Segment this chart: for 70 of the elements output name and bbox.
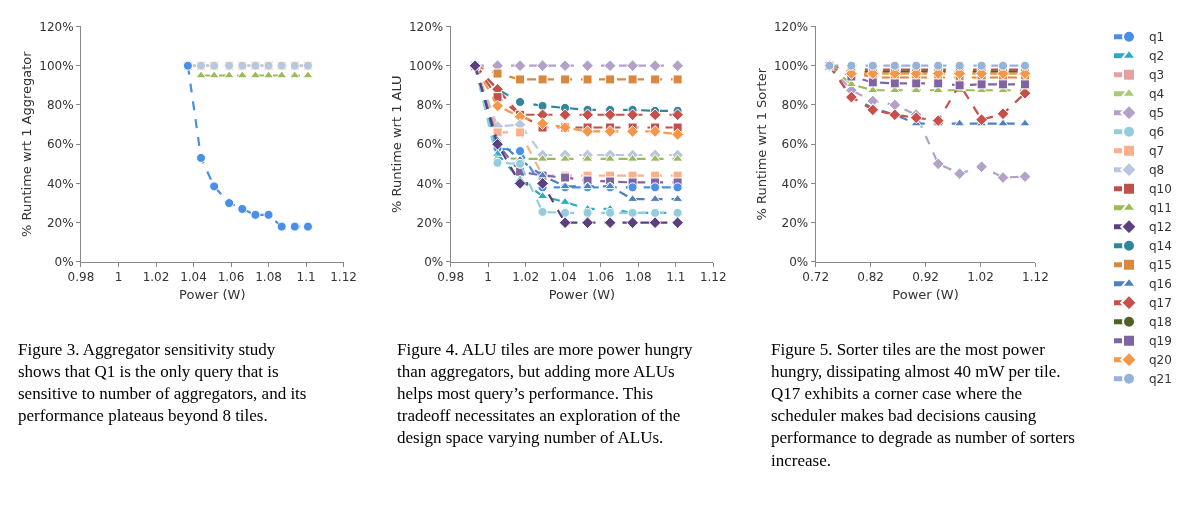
x-tick-label: 0.98 — [437, 270, 465, 285]
x-tick-label: 1.02 — [967, 270, 994, 285]
y-tick-label: 40% — [781, 176, 809, 191]
y-tick-label: 80% — [46, 98, 74, 113]
y-tick-label: 20% — [416, 215, 444, 230]
x-tick-label: 1.02 — [142, 270, 170, 285]
y-tick-label: 40% — [46, 176, 74, 191]
x-tick-label: 1.08 — [624, 270, 652, 285]
legend-label: q12 — [1149, 220, 1172, 235]
legend-label: q16 — [1149, 277, 1172, 292]
y-tick-label: 60% — [416, 137, 444, 152]
x-tick-label: 0.72 — [802, 270, 830, 285]
x-tick-label: 1.06 — [217, 270, 245, 285]
legend-label: q4 — [1149, 87, 1165, 102]
legend-label: q21 — [1149, 372, 1172, 387]
y-axis-title: % Runtime wrt 1 Sorter — [753, 67, 769, 221]
x-tick-label: 1 — [114, 270, 123, 285]
legend-label: q20 — [1149, 353, 1172, 368]
x-tick-label: 1.04 — [549, 270, 577, 285]
y-tick-label: 0% — [789, 255, 809, 270]
x-tick-label: 1.12 — [330, 270, 357, 285]
y-tick-label: 20% — [781, 215, 809, 230]
y-tick-label: 60% — [46, 137, 74, 152]
y-tick-label: 60% — [781, 137, 809, 152]
x-tick-label: 1.02 — [512, 270, 540, 285]
legend-label: q15 — [1149, 258, 1172, 273]
x-tick-label: 1.12 — [1022, 270, 1049, 285]
y-tick-label: 0% — [54, 255, 74, 270]
x-axis-title: Power (W) — [548, 286, 616, 302]
y-tick-label: 120% — [39, 19, 74, 34]
legend-label: q8 — [1149, 163, 1165, 178]
x-tick-label: 0.92 — [912, 270, 939, 285]
y-tick-label: 40% — [416, 176, 444, 191]
legend-label: q14 — [1149, 239, 1172, 254]
y-tick-label: 80% — [416, 98, 444, 113]
y-tick-label: 0% — [424, 255, 444, 270]
legend-label: q11 — [1149, 201, 1172, 216]
y-tick-label: 120% — [408, 19, 444, 34]
x-tick-label: 0.82 — [857, 270, 884, 285]
x-tick-label: 1.1 — [666, 270, 686, 285]
y-tick-label: 120% — [773, 19, 809, 34]
legend-label: q6 — [1149, 125, 1165, 140]
x-tick-label: 1.08 — [255, 270, 282, 285]
legend-label: q1 — [1149, 30, 1165, 45]
x-tick-label: 0.98 — [67, 270, 95, 285]
x-tick-label: 1.06 — [587, 270, 615, 285]
y-axis-title: % Runtime wrt 1 Aggregator — [19, 50, 35, 237]
legend-label: q18 — [1149, 315, 1172, 330]
caption: Figure 4. ALU tiles are more power hungry than aggregators, but adding more ALUs helps most query’s performance. This tradeoff necessitates an exploration of the design space varying number of ALUs. — [397, 340, 694, 448]
legend-label: q10 — [1149, 182, 1172, 197]
y-axis-title: % Runtime wrt 1 ALU — [388, 75, 404, 213]
x-tick-label: 1.12 — [699, 270, 727, 285]
x-axis-title: Power (W) — [892, 286, 959, 302]
legend-label: q2 — [1149, 49, 1165, 64]
x-tick-label: 1.1 — [296, 270, 316, 285]
legend-label: q17 — [1149, 296, 1172, 311]
y-tick-label: 100% — [408, 58, 444, 73]
x-tick-label: 1 — [484, 270, 492, 285]
caption: Figure 5. Sorter tiles are the most power hungry, dissipating almost 40 mW per tile. Q17 exhibits a corner case where the scheduler makes bad decisions causing performance to degrade as number of sorters increase. — [771, 340, 1075, 470]
y-tick-label: 100% — [773, 58, 809, 73]
x-tick-label: 1.04 — [180, 270, 207, 285]
x-axis-title: Power (W) — [179, 286, 246, 302]
legend-label: q5 — [1149, 106, 1165, 121]
legend-label: q3 — [1149, 68, 1165, 83]
y-tick-label: 80% — [781, 98, 809, 113]
caption: Figure 3. Aggregator sensitivity study shows that Q1 is the only query that is sensitive to number of aggregators, and its performance plateaus beyond 8 tiles. — [18, 340, 307, 426]
y-tick-label: 20% — [46, 215, 74, 230]
y-tick-label: 100% — [39, 58, 74, 73]
legend-label: q7 — [1149, 144, 1165, 159]
legend-label: q19 — [1149, 334, 1172, 349]
